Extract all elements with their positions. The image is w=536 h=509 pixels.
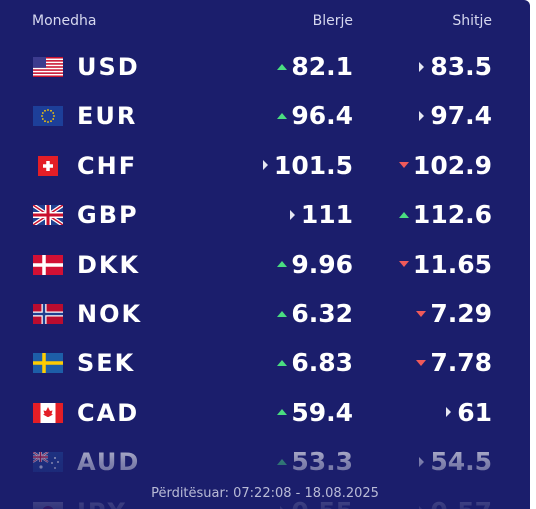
sell-rate: 97.4	[416, 101, 492, 130]
trend-arrow-shape	[277, 409, 288, 416]
rate-row: USD 82.1 83.5	[0, 47, 530, 87]
currency-flag	[38, 155, 58, 176]
buy-value: 9.96	[291, 249, 353, 279]
sell-value: 11.65	[412, 249, 492, 279]
trend-arrow-shape	[289, 209, 295, 220]
trend-arrow	[277, 310, 288, 317]
sell-rate: 11.65	[398, 249, 492, 279]
rate-row: CHF 101.5 102.9	[0, 146, 530, 186]
sell-value: 97.4	[430, 101, 492, 131]
trend-arrow	[277, 112, 288, 119]
trend-arrow-shape	[446, 407, 452, 418]
rate-row: DKK 9.96 11.65	[0, 245, 530, 285]
trend-arrow-shape	[419, 61, 425, 72]
buy-rate: 6.32	[277, 299, 353, 328]
sell-value: 83.5	[430, 52, 492, 81]
trend-arrow	[398, 261, 409, 268]
trend-arrow	[277, 409, 288, 416]
trend-arrow-shape	[277, 359, 288, 366]
trend-arrow-shape	[398, 162, 409, 169]
trend-arrow	[446, 407, 452, 418]
column-header: Shitje	[452, 13, 492, 29]
currency-code: CHF	[77, 151, 138, 180]
trend-arrow	[277, 261, 288, 268]
trend-arrow	[277, 359, 288, 366]
currency-code: GBP	[77, 201, 139, 230]
sell-rate: 102.9	[398, 150, 492, 180]
rate-row: SEK 6.83 7.78	[0, 343, 530, 383]
buy-rate: 111	[287, 200, 353, 229]
trend-arrow	[419, 110, 425, 121]
buy-rate: 9.96	[277, 250, 353, 279]
trend-arrow	[416, 310, 427, 317]
buy-value: 101.5	[273, 150, 353, 180]
sell-rate: 7.29	[416, 299, 492, 328]
trend-arrow-shape	[262, 160, 268, 171]
buy-value: 6.83	[291, 348, 353, 378]
buy-value: 59.4	[291, 397, 353, 427]
trend-arrow	[398, 162, 409, 169]
buy-rate: 101.5	[260, 151, 353, 180]
sell-rate: 83.5	[416, 52, 492, 81]
buy-value: 82.1	[291, 52, 353, 81]
buy-rate: 59.4	[277, 398, 353, 427]
buy-rate: 82.1	[277, 52, 353, 81]
currency-flag	[33, 353, 63, 374]
trend-arrow-shape	[277, 261, 288, 268]
currency-code: USD	[77, 53, 140, 81]
trend-arrow	[416, 359, 427, 366]
sell-rate: 112.6	[398, 200, 492, 230]
trend-arrow-shape	[416, 310, 427, 317]
trend-arrow-shape	[398, 211, 409, 218]
currency-flag	[33, 106, 63, 127]
updated-time: Përditësuar: 07:22:08 - 18.08.2025	[151, 486, 379, 501]
currency-flag	[33, 57, 63, 77]
buy-value: 96.4	[291, 101, 353, 131]
column-header: Monedha	[32, 13, 97, 29]
trend-arrow	[277, 63, 288, 70]
trend-arrow-shape	[416, 359, 427, 366]
sell-value: 112.6	[412, 200, 492, 230]
currency-code: NOK	[77, 300, 143, 328]
trend-arrow-shape	[419, 110, 425, 121]
currency-code: CAD	[77, 398, 140, 427]
sell-value: 7.29	[430, 299, 492, 328]
fade-overlay	[0, 425, 530, 509]
trend-arrow-shape	[277, 63, 288, 70]
sell-value: 102.9	[412, 150, 492, 180]
currency-flag	[33, 402, 63, 423]
trend-arrow	[419, 61, 425, 72]
sell-value: 7.78	[430, 348, 492, 378]
buy-value: 111	[300, 200, 353, 230]
sell-rate: 7.78	[416, 348, 492, 377]
currency-flag	[33, 254, 63, 275]
sell-value: 61	[457, 397, 492, 427]
currency-code: DKK	[77, 250, 141, 279]
rate-row: GBP 111 112.6	[0, 195, 530, 235]
rate-row: CAD 59.4 61	[0, 393, 530, 433]
currency-flag	[33, 205, 63, 226]
trend-arrow	[289, 209, 295, 220]
rate-row: EUR 96.4 97.4	[0, 96, 530, 136]
rate-row: NOK 6.32 7.29	[0, 294, 530, 334]
currency-flag	[33, 304, 63, 324]
currency-code: SEK	[77, 349, 136, 378]
buy-rate: 6.83	[277, 348, 353, 377]
trend-arrow	[262, 160, 268, 171]
currency-code: EUR	[77, 102, 138, 131]
sell-rate: 61	[443, 398, 492, 427]
buy-value: 6.32	[291, 299, 353, 328]
trend-arrow-shape	[398, 261, 409, 268]
trend-arrow-shape	[277, 310, 288, 317]
trend-arrow	[398, 211, 409, 218]
trend-arrow-shape	[277, 112, 288, 119]
buy-rate: 96.4	[277, 101, 353, 130]
column-header: Blerje	[312, 13, 353, 29]
